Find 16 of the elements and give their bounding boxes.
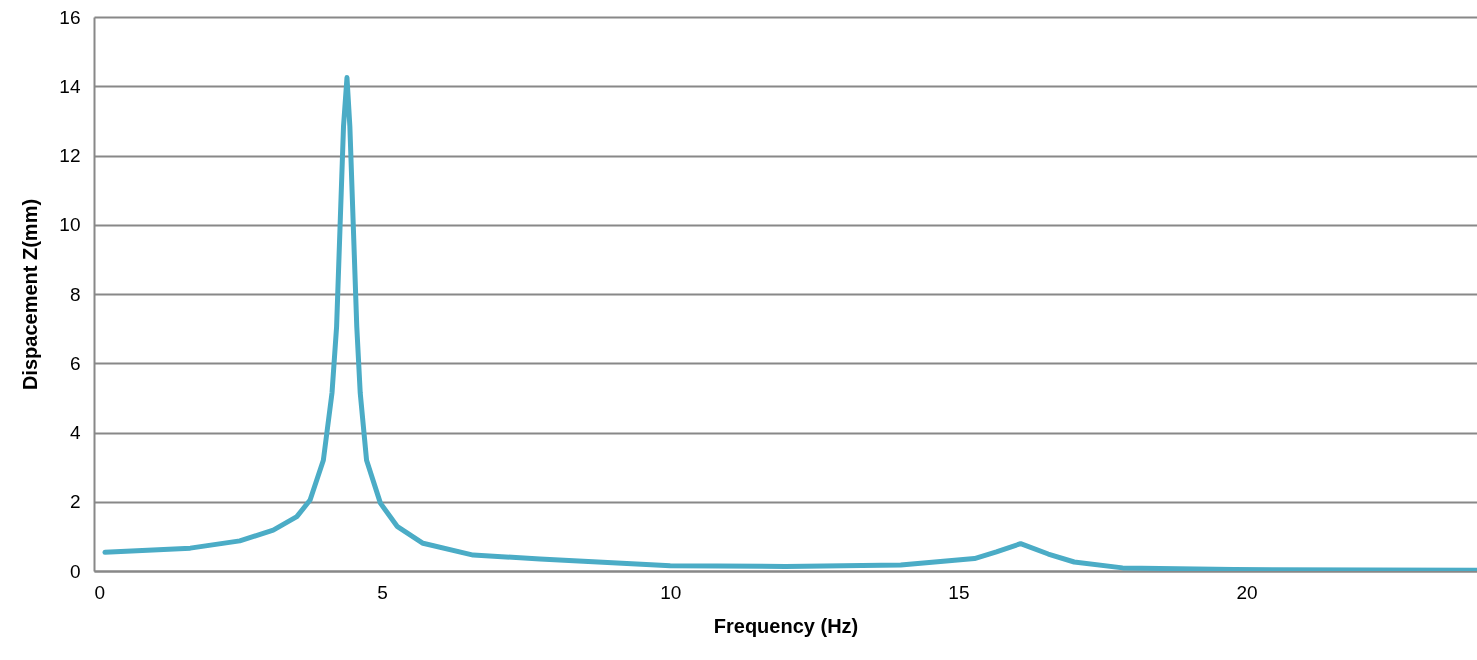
y-tick-label: 6 (69, 352, 81, 374)
y-tick-label: 0 (69, 560, 81, 582)
x-tick-label: 20 (1236, 581, 1258, 603)
y-tick-label: 2 (69, 491, 81, 513)
y-tick-label: 4 (69, 422, 81, 443)
x-tick-label: 5 (377, 581, 388, 603)
x-tick-label: 15 (948, 581, 970, 603)
y-axis-title: Dispacement Z(mm) (19, 198, 42, 391)
y-tick-label: 16 (59, 6, 81, 28)
y-tick-label: 12 (59, 145, 81, 166)
y-tick-label: 14 (59, 75, 81, 97)
y-tick-label: 10 (59, 214, 81, 236)
x-axis-title: Frequency (Hz) (713, 614, 859, 637)
x-tick-label: 10 (660, 581, 682, 603)
x-tick-label: 0 (94, 581, 106, 603)
y-tick-label: 8 (69, 283, 81, 305)
